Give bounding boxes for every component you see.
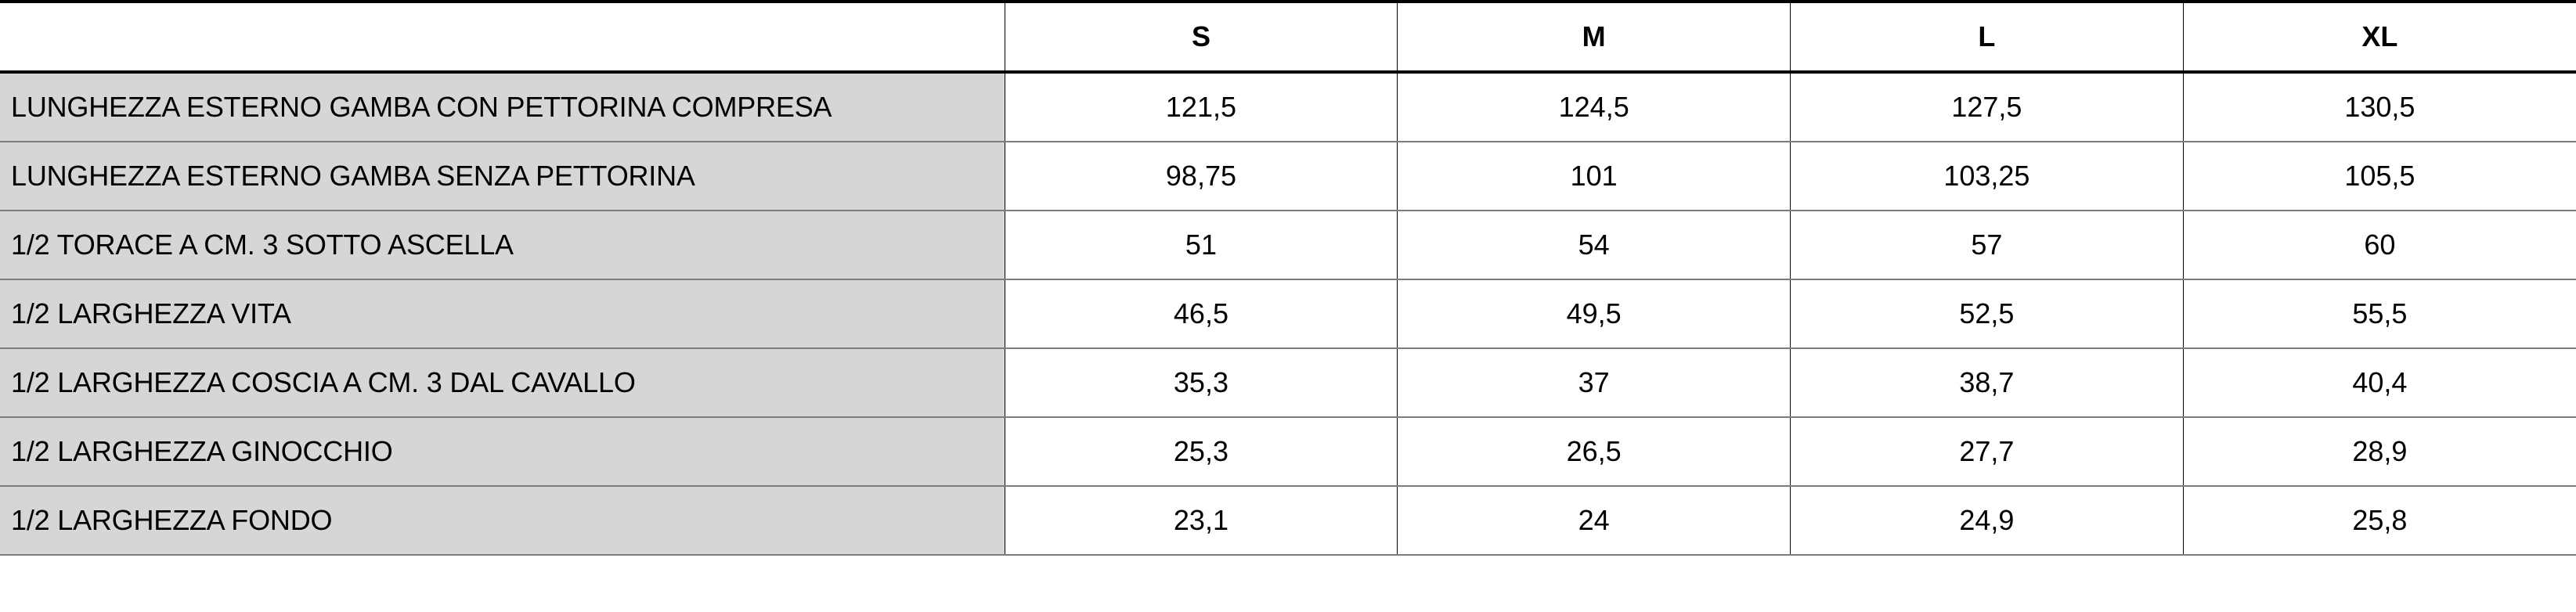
row-label: 1/2 LARGHEZZA GINOCCHIO	[0, 417, 1005, 486]
cell-value: 55,5	[2183, 279, 2576, 348]
cell-value: 23,1	[1005, 486, 1398, 555]
table-row: 1/2 LARGHEZZA VITA 46,5 49,5 52,5 55,5	[0, 279, 2576, 348]
cell-value: 24	[1398, 486, 1791, 555]
cell-value: 52,5	[1791, 279, 2184, 348]
header-empty	[0, 2, 1005, 72]
row-label: 1/2 TORACE A CM. 3 SOTTO ASCELLA	[0, 211, 1005, 279]
cell-value: 127,5	[1791, 72, 2184, 142]
row-label: 1/2 LARGHEZZA VITA	[0, 279, 1005, 348]
cell-value: 105,5	[2183, 142, 2576, 211]
size-chart-table: S M L XL LUNGHEZZA ESTERNO GAMBA CON PET…	[0, 0, 2576, 556]
cell-value: 40,4	[2183, 348, 2576, 417]
cell-value: 54	[1398, 211, 1791, 279]
cell-value: 49,5	[1398, 279, 1791, 348]
header-row: S M L XL	[0, 2, 2576, 72]
cell-value: 28,9	[2183, 417, 2576, 486]
header-size-xl: XL	[2183, 2, 2576, 72]
cell-value: 27,7	[1791, 417, 2184, 486]
row-label: LUNGHEZZA ESTERNO GAMBA CON PETTORINA CO…	[0, 72, 1005, 142]
cell-value: 46,5	[1005, 279, 1398, 348]
cell-value: 37	[1398, 348, 1791, 417]
table-row: 1/2 LARGHEZZA GINOCCHIO 25,3 26,5 27,7 2…	[0, 417, 2576, 486]
row-label: LUNGHEZZA ESTERNO GAMBA SENZA PETTORINA	[0, 142, 1005, 211]
row-label: 1/2 LARGHEZZA FONDO	[0, 486, 1005, 555]
table-row: 1/2 LARGHEZZA COSCIA A CM. 3 DAL CAVALLO…	[0, 348, 2576, 417]
cell-value: 38,7	[1791, 348, 2184, 417]
header-size-l: L	[1791, 2, 2184, 72]
cell-value: 51	[1005, 211, 1398, 279]
cell-value: 57	[1791, 211, 2184, 279]
table-row: 1/2 LARGHEZZA FONDO 23,1 24 24,9 25,8	[0, 486, 2576, 555]
table-row: LUNGHEZZA ESTERNO GAMBA SENZA PETTORINA …	[0, 142, 2576, 211]
table-row: 1/2 TORACE A CM. 3 SOTTO ASCELLA 51 54 5…	[0, 211, 2576, 279]
header-size-s: S	[1005, 2, 1398, 72]
table-body: LUNGHEZZA ESTERNO GAMBA CON PETTORINA CO…	[0, 72, 2576, 555]
cell-value: 24,9	[1791, 486, 2184, 555]
table-header: S M L XL	[0, 2, 2576, 72]
table-row: LUNGHEZZA ESTERNO GAMBA CON PETTORINA CO…	[0, 72, 2576, 142]
cell-value: 121,5	[1005, 72, 1398, 142]
cell-value: 26,5	[1398, 417, 1791, 486]
header-size-m: M	[1398, 2, 1791, 72]
cell-value: 60	[2183, 211, 2576, 279]
cell-value: 103,25	[1791, 142, 2184, 211]
cell-value: 25,3	[1005, 417, 1398, 486]
cell-value: 35,3	[1005, 348, 1398, 417]
cell-value: 101	[1398, 142, 1791, 211]
cell-value: 98,75	[1005, 142, 1398, 211]
cell-value: 25,8	[2183, 486, 2576, 555]
cell-value: 130,5	[2183, 72, 2576, 142]
cell-value: 124,5	[1398, 72, 1791, 142]
row-label: 1/2 LARGHEZZA COSCIA A CM. 3 DAL CAVALLO	[0, 348, 1005, 417]
